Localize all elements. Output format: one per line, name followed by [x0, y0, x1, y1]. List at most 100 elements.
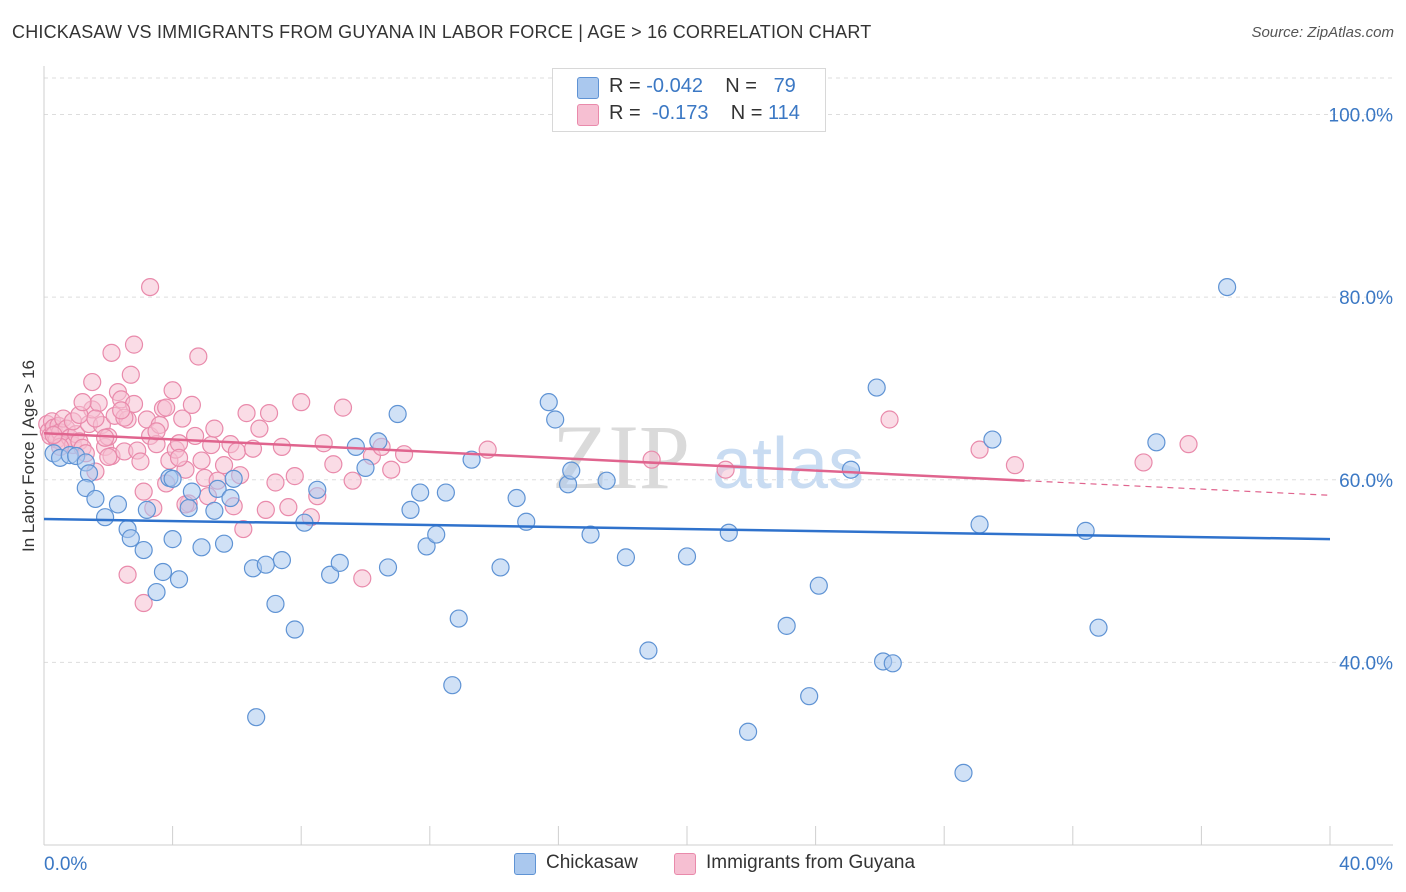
data-point: [539, 393, 558, 412]
guyana-swatch: [577, 104, 599, 126]
data-point: [777, 616, 796, 635]
data-point: [102, 343, 121, 362]
data-point: [214, 456, 234, 475]
data-point: [89, 393, 108, 413]
data-point: [324, 455, 343, 474]
chart-title: CHICKASAW VS IMMIGRANTS FROM GUYANA IN L…: [12, 22, 872, 42]
data-point: [597, 471, 616, 490]
data-point: [153, 562, 173, 582]
data-point: [250, 419, 269, 438]
data-point: [272, 437, 292, 456]
data-point: [234, 519, 253, 539]
data-point: [562, 461, 581, 480]
trend-line-guyana: [43, 431, 1025, 482]
n-value: 79: [773, 75, 796, 97]
data-point: [616, 548, 636, 567]
r-value: -0.042: [646, 75, 703, 97]
data-point: [214, 534, 234, 553]
data-point: [677, 547, 697, 566]
chickasaw-legend-swatch: [514, 853, 536, 875]
data-point: [427, 525, 446, 544]
r-label: R =: [609, 102, 641, 124]
data-point: [285, 620, 304, 639]
series-chickasaw: [44, 277, 1237, 782]
data-point: [169, 570, 189, 589]
data-point: [121, 365, 140, 384]
data-point: [880, 410, 899, 429]
data-point: [182, 395, 201, 414]
r-label: R =: [609, 75, 641, 97]
data-point: [436, 483, 455, 502]
x-tick-label-min: 0.0%: [44, 854, 87, 875]
data-point: [983, 430, 1002, 449]
data-point: [800, 687, 819, 706]
data-point: [147, 582, 166, 602]
data-point: [333, 398, 353, 417]
data-point: [716, 460, 735, 479]
watermark: ZIP atlas: [552, 406, 864, 508]
data-point: [173, 409, 192, 428]
data-point: [179, 498, 198, 518]
data-point: [883, 654, 902, 673]
data-point: [841, 460, 861, 479]
source-credit: Source: ZipAtlas.com: [1251, 24, 1394, 41]
axes: 40.0% 60.0% 80.0% 100.0%: [43, 66, 1394, 846]
data-point: [867, 378, 886, 397]
data-point: [266, 473, 285, 492]
trend-lines: [43, 431, 1331, 541]
data-point: [163, 469, 182, 488]
data-point: [272, 551, 292, 570]
data-point: [108, 495, 128, 514]
y-tick-label: 80.0%: [1339, 288, 1393, 309]
data-point: [462, 450, 481, 469]
trend-line-guyana-extension: [1024, 480, 1331, 496]
data-point: [719, 523, 738, 542]
data-point: [394, 445, 414, 464]
chickasaw-legend-label: Chickasaw: [546, 852, 638, 873]
n-value: 114: [768, 102, 800, 124]
data-point: [259, 404, 279, 423]
series-immigrants-from-guyana: [38, 277, 1198, 613]
data-point: [131, 452, 150, 471]
data-point: [279, 498, 298, 517]
data-point: [1218, 277, 1237, 297]
data-point: [157, 398, 176, 417]
data-point: [189, 347, 208, 366]
data-point: [237, 404, 256, 423]
data-point: [182, 482, 201, 501]
n-label: N =: [725, 75, 757, 97]
data-point: [353, 569, 372, 588]
data-point: [1005, 456, 1025, 475]
data-point: [205, 419, 224, 438]
y-tick-label: 100.0%: [1329, 106, 1394, 127]
data-point: [401, 500, 420, 519]
data-point: [202, 435, 221, 455]
stats-legend: R = -0.042 N = 79 R = -0.173 N = 114: [552, 68, 826, 132]
data-point: [192, 451, 211, 470]
data-point: [86, 489, 105, 509]
data-point: [970, 440, 989, 459]
data-point: [1076, 521, 1095, 540]
data-point: [491, 558, 510, 577]
data-point: [417, 537, 436, 556]
data-point: [382, 460, 401, 479]
data-point: [134, 540, 153, 560]
data-point: [642, 450, 661, 469]
data-point: [954, 763, 973, 782]
data-point: [388, 404, 407, 424]
data-point: [137, 500, 156, 519]
watermark-atlas: atlas: [712, 424, 864, 504]
trend-line-chickasaw: [43, 517, 1331, 541]
data-point: [308, 480, 327, 499]
data-point: [809, 576, 828, 595]
watermark-zip: ZIP: [552, 406, 690, 508]
data-point: [321, 565, 340, 584]
n-label: N =: [730, 102, 763, 124]
data-point: [256, 500, 275, 519]
data-point: [224, 469, 243, 488]
data-point: [95, 508, 115, 527]
data-point: [581, 525, 600, 544]
data-point: [247, 708, 266, 727]
data-point: [83, 372, 102, 392]
